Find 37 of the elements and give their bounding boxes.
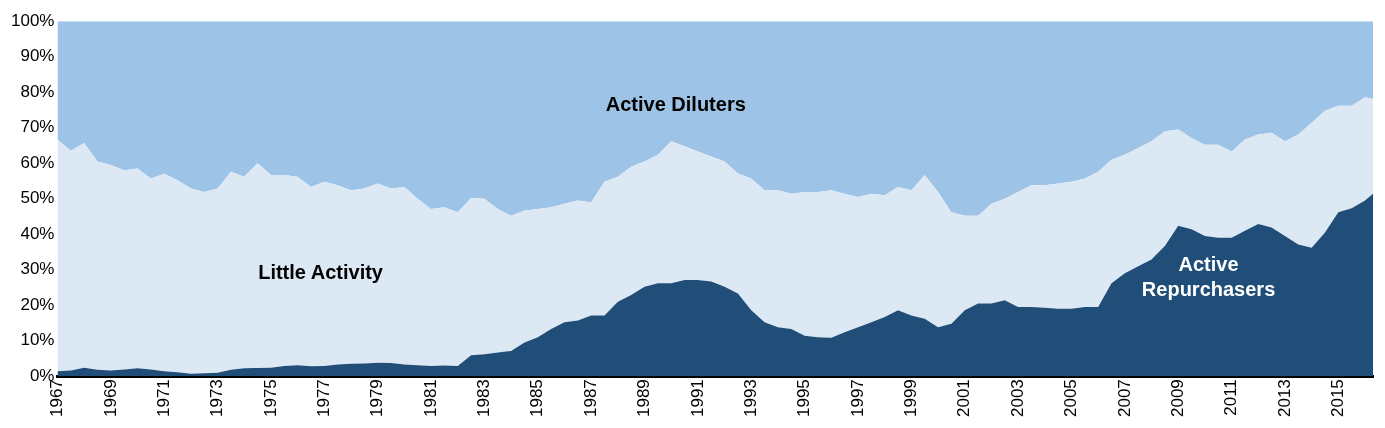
x-tick-label: 2011 (1221, 379, 1241, 416)
x-tick-label: 1991 (687, 379, 707, 418)
series-label: Little Activity (258, 261, 384, 284)
x-tick-label: 1989 (634, 379, 654, 418)
x-tick-label: 1969 (100, 379, 120, 418)
y-tick-label: 20% (20, 294, 55, 314)
x-tick-label: 2007 (1114, 379, 1134, 418)
x-tick-label: 1977 (314, 379, 334, 418)
y-tick-label: 60% (20, 152, 55, 172)
x-tick-label: 2005 (1061, 379, 1081, 418)
x-tick-label: 1995 (794, 379, 814, 418)
y-tick-label: 10% (20, 330, 55, 350)
series-label: Active Diluters (605, 92, 746, 115)
y-tick-label: 70% (20, 117, 55, 137)
x-tick-label: 2013 (1274, 379, 1294, 418)
y-tick-label: 40% (20, 223, 55, 243)
x-tick-label: 1979 (367, 379, 387, 418)
x-tick-label: 2009 (1167, 379, 1187, 418)
x-tick-label: 1971 (153, 379, 173, 418)
x-tick-label: 1975 (260, 379, 280, 418)
x-tick-label: 1985 (527, 379, 547, 418)
y-tick-label: 30% (20, 259, 55, 279)
y-tick-label: 100% (11, 10, 55, 30)
x-tick-label: 1987 (580, 379, 600, 418)
x-tick-label: 1973 (207, 379, 227, 418)
x-tick-label: 1997 (847, 379, 867, 418)
x-tick-label: 1981 (420, 379, 440, 418)
series-label: Active Repurchasers (1141, 253, 1276, 301)
y-tick-label: 90% (20, 46, 55, 66)
x-tick-label: 1999 (901, 379, 921, 418)
x-tick-label: 1983 (474, 379, 494, 418)
x-tick-label: 2015 (1328, 379, 1347, 418)
y-tick-label: 50% (20, 188, 55, 208)
x-tick-label: 1993 (740, 379, 760, 418)
x-tick-label: 2003 (1007, 379, 1027, 418)
y-tick-label: 80% (20, 81, 55, 101)
x-tick-label: 2001 (954, 379, 974, 418)
